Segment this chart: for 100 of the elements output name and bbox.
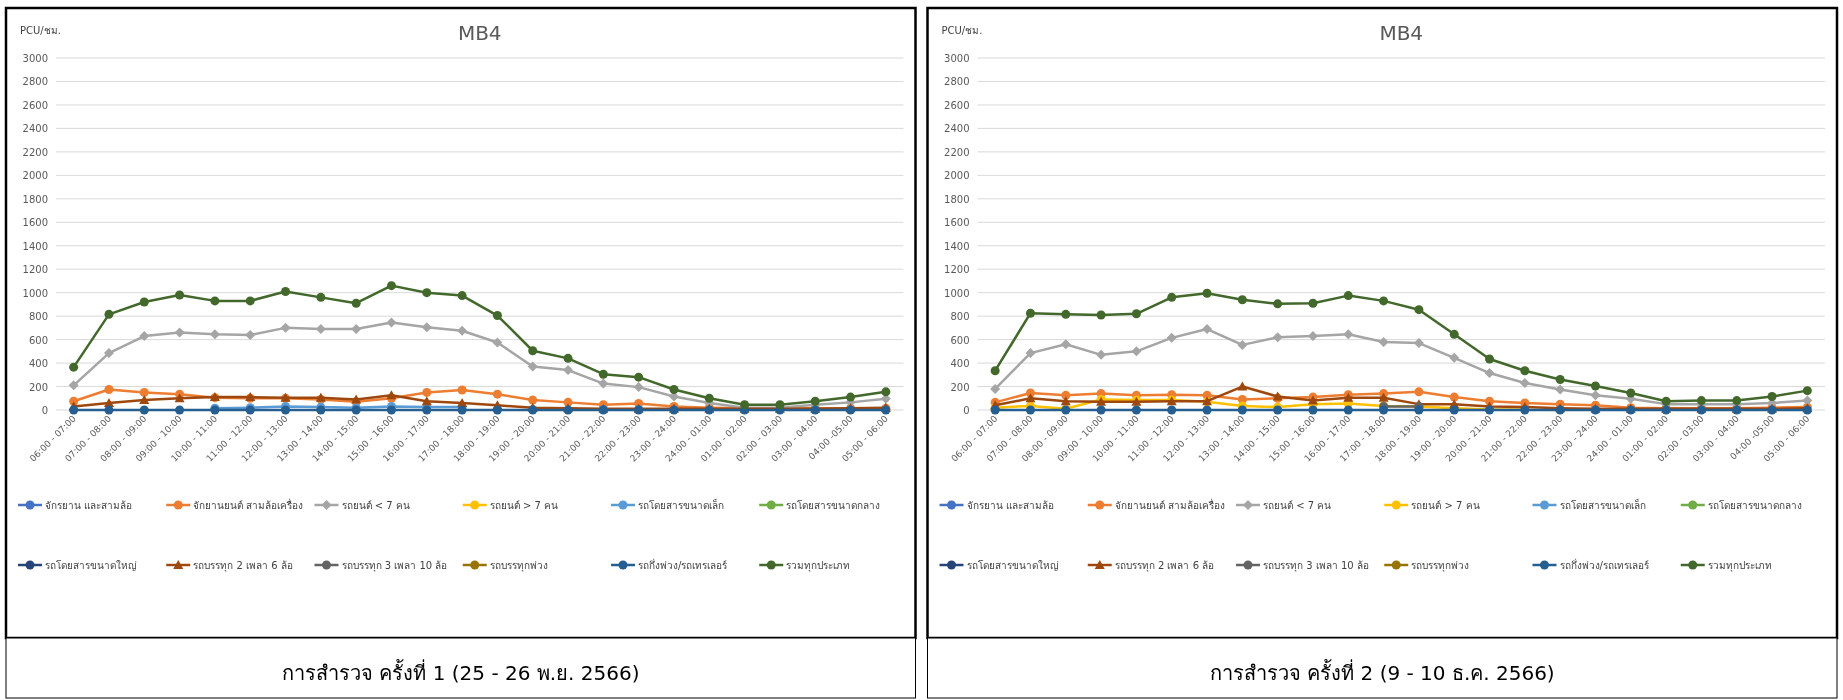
point — [881, 387, 891, 397]
legend-label: รวมทุกประเภท — [786, 560, 851, 572]
point — [1484, 368, 1495, 379]
point — [1025, 393, 1036, 403]
point — [1061, 309, 1071, 319]
y-tick-label: 0 — [41, 405, 48, 416]
legend-label: รถยนต์ > 7 คน — [1411, 500, 1480, 511]
point — [1237, 339, 1248, 350]
point — [1025, 348, 1036, 359]
point — [421, 396, 432, 406]
legend-label: รถโดยสารขนาดกลาง — [786, 499, 881, 511]
point — [1520, 366, 1530, 376]
point — [563, 353, 573, 363]
y-tick-label: 0 — [963, 405, 970, 416]
point — [704, 393, 714, 403]
y-axis-title: PCU/ชม. — [941, 25, 983, 36]
legend-label: จักยานยนต์ สามล้อเครื่อง — [193, 498, 304, 511]
legend-label: รถยนต์ < 7 คน — [341, 500, 410, 511]
point — [351, 298, 361, 308]
point — [1202, 288, 1212, 298]
y-axis-title: PCU/ชม. — [20, 25, 61, 36]
legend-label: จักรยาน และสามล้อ — [45, 500, 133, 511]
point — [1202, 405, 1212, 415]
point — [457, 325, 468, 336]
y-tick-label: 2000 — [22, 170, 48, 182]
point — [846, 392, 856, 402]
y-tick-label: 400 — [28, 358, 48, 370]
point — [386, 281, 396, 291]
point — [1096, 310, 1106, 320]
point — [104, 309, 114, 319]
chart-title: MB4 — [457, 21, 502, 45]
y-tick-label: 1000 — [22, 287, 48, 299]
legend-label: รถบรรทุก 2 เพลา 6 ล้อ — [193, 560, 293, 572]
legend-label: จักยานยนต์ สามล้อเครื่อง — [1114, 498, 1225, 511]
y-tick-label: 1600 — [944, 217, 970, 229]
point — [69, 405, 79, 415]
y-tick-label: 200 — [28, 381, 48, 393]
point — [1131, 309, 1141, 319]
point — [1626, 388, 1636, 398]
point — [386, 405, 396, 415]
point — [175, 405, 185, 415]
legend-label: รถบรรทุก 3 เพลา 10 ล้อ — [1263, 560, 1369, 572]
point — [1060, 339, 1071, 350]
point — [351, 324, 362, 335]
legend-label: รถกึ่งพ่วง/รถเทรเลอร์ — [1559, 558, 1650, 571]
point — [210, 296, 220, 306]
point — [245, 296, 255, 306]
point — [422, 387, 432, 397]
point — [1343, 405, 1353, 415]
point — [1519, 378, 1530, 389]
point — [1167, 292, 1177, 302]
point — [139, 331, 150, 342]
legend-label: รถโดยสารขนาดใหญ่ — [966, 559, 1059, 571]
legend-label: รถบรรทุก 2 เพลา 6 ล้อ — [1114, 560, 1215, 572]
point — [1379, 405, 1389, 415]
point — [492, 389, 502, 399]
y-tick-label: 1200 — [944, 264, 970, 276]
y-tick-label: 200 — [950, 381, 970, 393]
point — [1308, 405, 1318, 415]
y-tick-label: 2400 — [944, 123, 970, 135]
text: การสำรวจ ครั้งที่ 2 (9 - 10 ธ.ค. 2566) — [1209, 659, 1555, 685]
legend-label: รถกึ่งพ่วง/รถเทรเลอร์ — [638, 558, 729, 571]
point — [1272, 332, 1283, 343]
y-tick-label: 1000 — [944, 287, 970, 299]
point — [1025, 308, 1035, 318]
y-tick-label: 2200 — [944, 146, 970, 158]
point — [174, 327, 185, 338]
point — [990, 383, 1001, 394]
point — [104, 384, 114, 394]
y-tick-label: 1200 — [22, 264, 48, 276]
point — [104, 405, 114, 415]
point — [1379, 296, 1389, 306]
y-tick-label: 1400 — [944, 240, 970, 252]
point — [1802, 386, 1812, 396]
point — [810, 396, 820, 406]
point — [1237, 381, 1248, 391]
point — [1802, 395, 1813, 406]
y-tick-label: 1800 — [22, 193, 48, 205]
text: การสำรวจ ครั้งที่ 1 (25 - 26 พ.ย. 2566) — [281, 659, 640, 685]
point — [1096, 405, 1106, 415]
legend-label: รถโดยสารขนาดใหญ่ — [45, 559, 137, 571]
point — [1732, 396, 1742, 406]
point — [563, 365, 574, 376]
point — [174, 393, 185, 403]
point — [1767, 392, 1777, 402]
legend-label: รถยนต์ < 7 คน — [1263, 500, 1332, 511]
point — [1590, 390, 1601, 401]
point — [316, 292, 326, 302]
point — [1449, 392, 1459, 402]
legend-label: รถยนต์ > 7 คน — [489, 500, 559, 511]
y-tick-label: 400 — [950, 358, 970, 370]
y-tick-label: 2800 — [22, 76, 48, 88]
point — [492, 405, 502, 415]
legend-label: รถโดยสารขนาดเล็ก — [1559, 498, 1646, 511]
y-tick-label: 1800 — [944, 193, 970, 205]
point — [1237, 295, 1247, 305]
y-tick-label: 600 — [950, 334, 970, 346]
point — [139, 395, 150, 405]
y-tick-label: 2200 — [22, 146, 48, 158]
chart-title: MB4 — [1379, 21, 1424, 45]
